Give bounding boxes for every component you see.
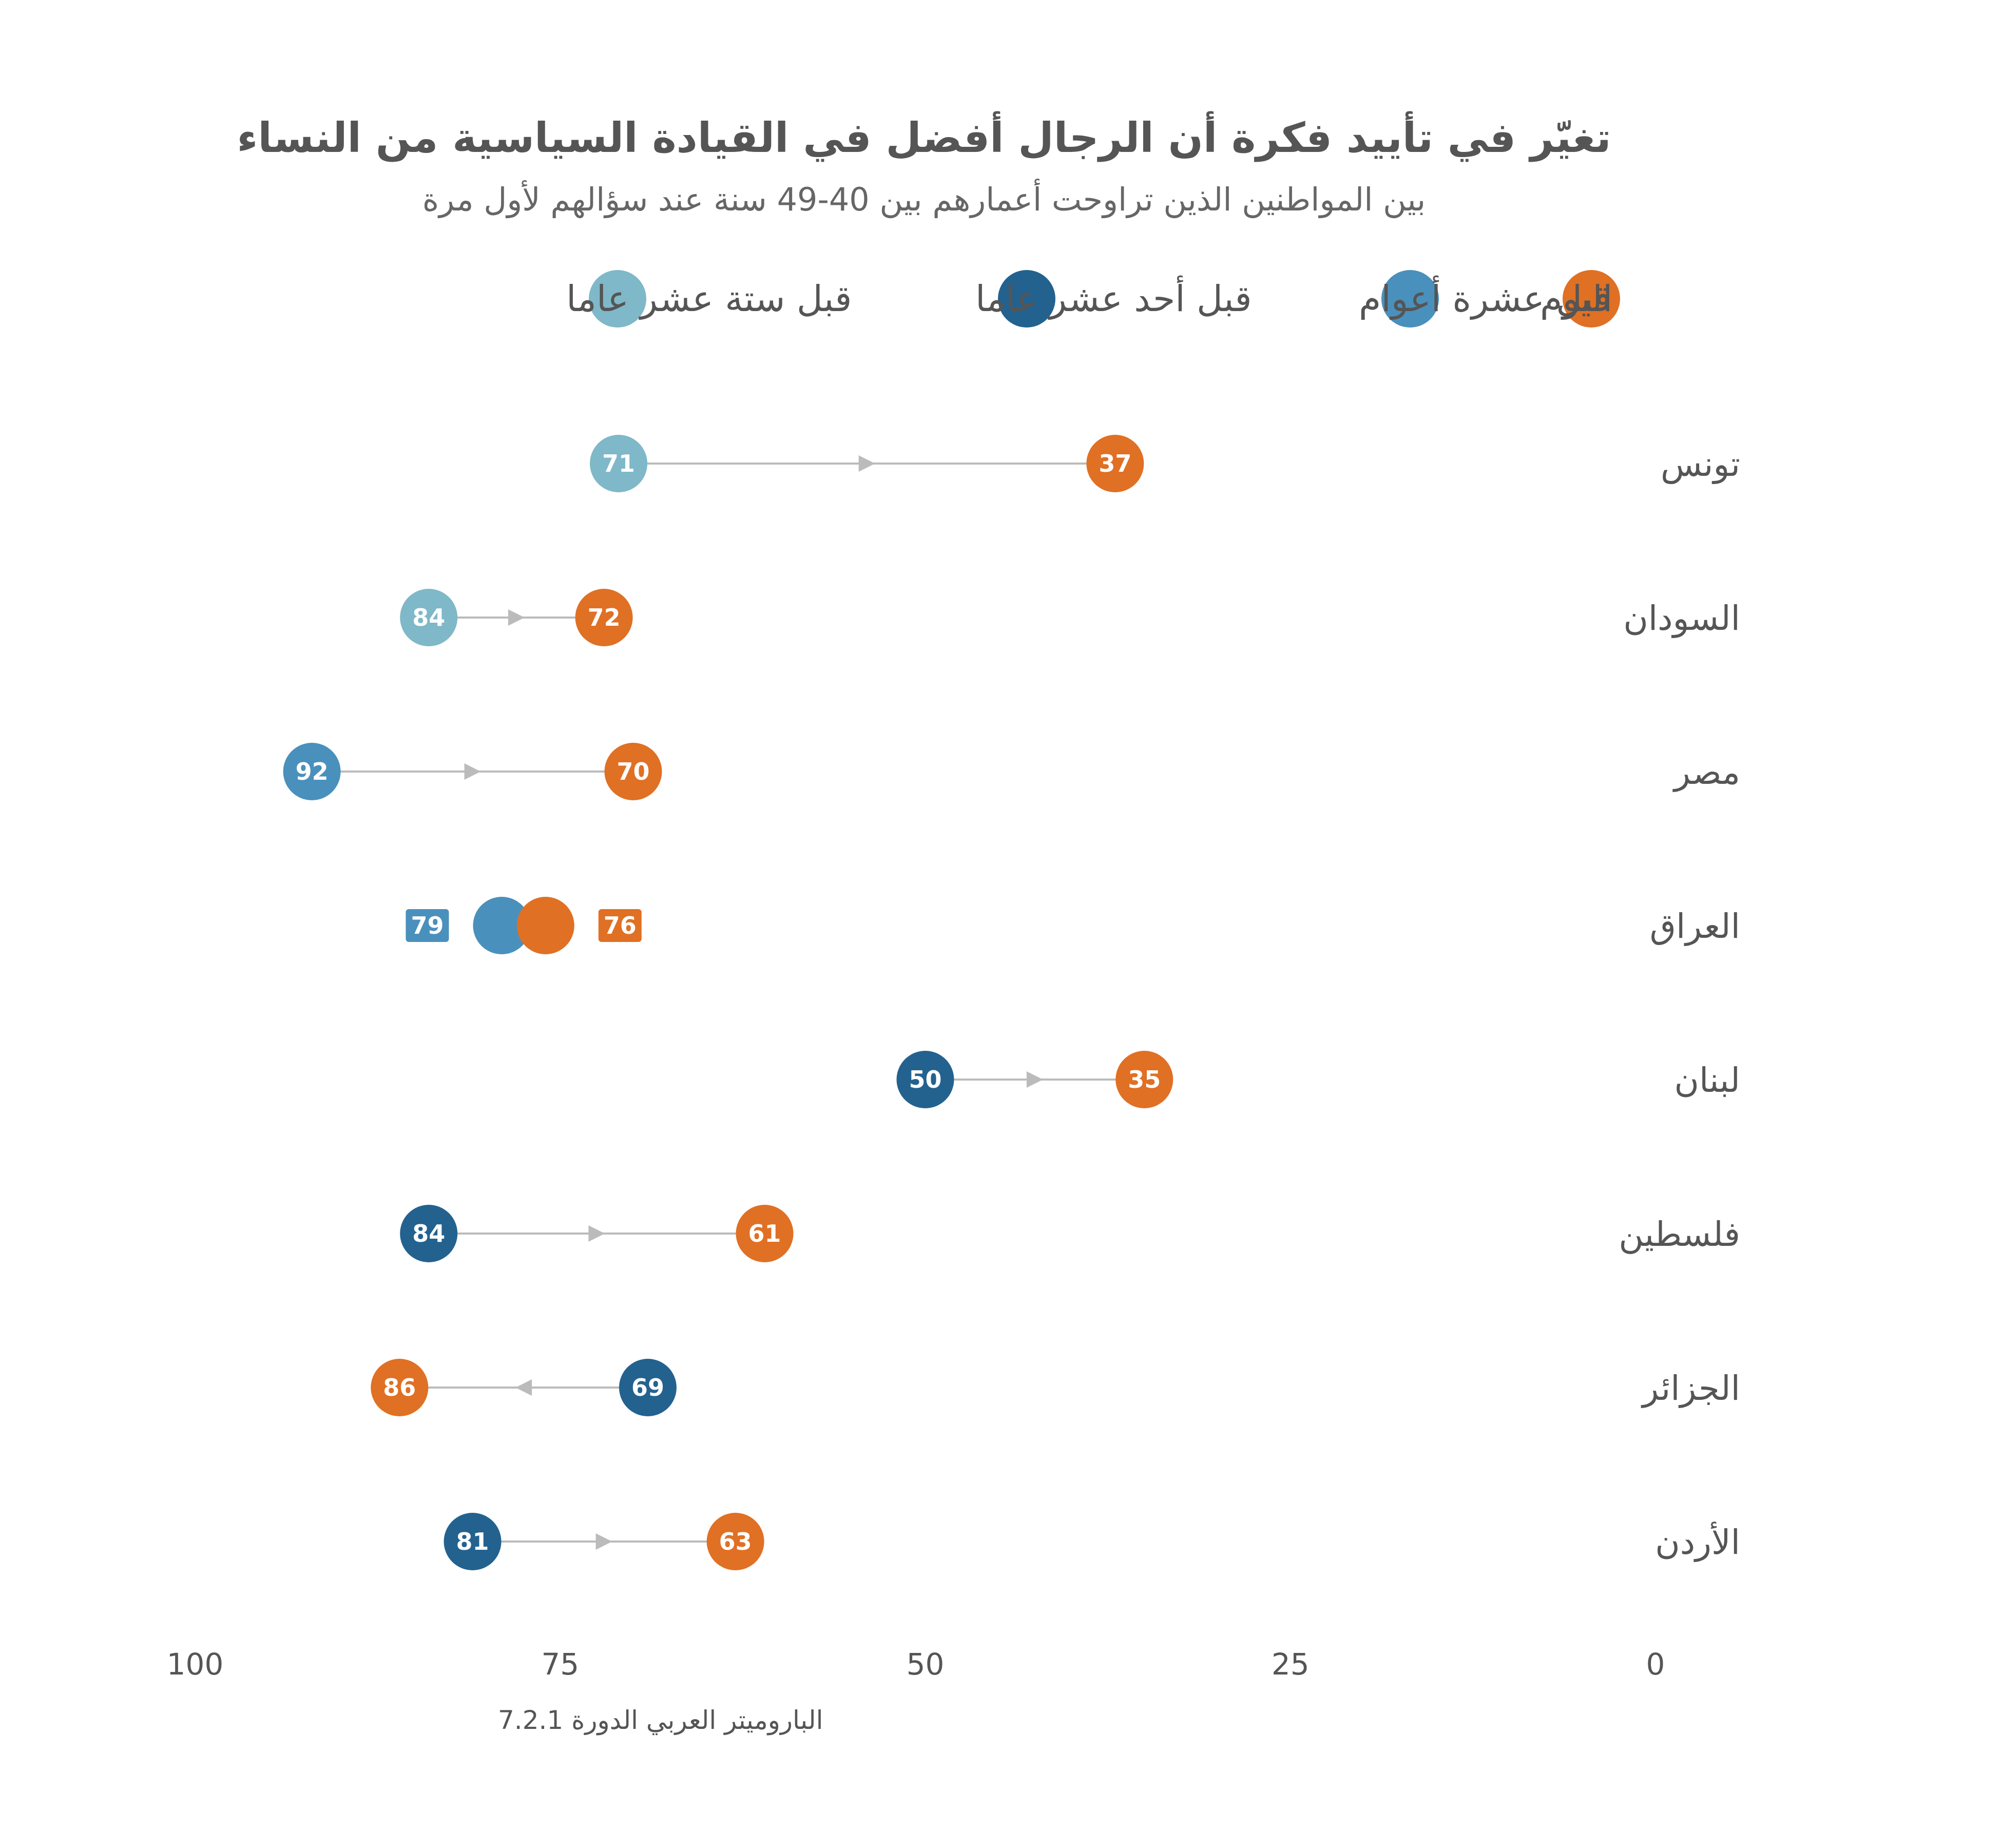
legend-swatch xyxy=(1381,270,1439,328)
end-value-label: 61 xyxy=(748,1220,781,1247)
direction-arrow xyxy=(464,763,481,780)
end-dot xyxy=(516,897,574,954)
legend-item-y16: قبل ستة عشر عاما xyxy=(566,270,852,328)
direction-arrow xyxy=(515,1379,532,1396)
start-dot xyxy=(619,1359,677,1416)
end-dot xyxy=(604,743,662,800)
legend-label: اليوم xyxy=(1540,278,1612,320)
direction-arrow xyxy=(588,1225,605,1242)
end-value-label: 70 xyxy=(617,758,649,785)
start-dot xyxy=(896,1051,954,1108)
legend-swatch xyxy=(589,270,646,328)
x-tick-label: 25 xyxy=(1272,1647,1310,1682)
source-note: الباروميتر العربي الدورة 7.2.1 xyxy=(498,1705,823,1736)
end-value-label: 37 xyxy=(1099,450,1131,477)
start-value-label: 69 xyxy=(631,1374,664,1401)
start-value-label: 81 xyxy=(456,1528,489,1555)
start-dot xyxy=(444,1513,502,1570)
direction-arrow xyxy=(595,1533,612,1550)
country-label: العراق xyxy=(1650,907,1740,946)
start-dot xyxy=(400,1205,458,1262)
x-tick-label: 75 xyxy=(541,1647,579,1682)
start-dot xyxy=(283,743,341,800)
plot-area: تونس 71 37 السودان 84 72 مصر 92 70 العراق 79 76 لبنا… xyxy=(283,435,1740,1570)
country-label: الجزائر xyxy=(1641,1369,1740,1408)
end-dot xyxy=(1086,435,1144,492)
x-tick-label: 50 xyxy=(907,1647,945,1682)
end-value-label: 35 xyxy=(1128,1066,1161,1093)
end-dot xyxy=(1115,1051,1173,1108)
direction-arrow xyxy=(858,455,875,472)
legend-swatch xyxy=(1563,270,1620,328)
x-tick-label: 0 xyxy=(1646,1647,1665,1682)
end-dot xyxy=(575,589,633,646)
row-3: مصر 92 70 xyxy=(283,743,1740,800)
legend-swatch xyxy=(998,270,1055,328)
legend-item-y10: قبل عشرة أعوام xyxy=(1359,270,1611,328)
direction-arrow xyxy=(508,609,525,626)
legend-item-y11: قبل أحد عشر عاما xyxy=(975,270,1252,328)
end-value-label: 72 xyxy=(588,604,621,631)
end-value-label: 86 xyxy=(383,1374,416,1401)
legend-item-today: اليوم xyxy=(1540,270,1620,328)
start-value-label: 84 xyxy=(412,604,445,631)
row-4: العراق 79 76 xyxy=(406,897,1740,954)
chart-subtitle: بين المواطنين الذين تراوحت أعمارهم بين 4… xyxy=(422,179,1426,219)
row-8: الأردن 81 63 xyxy=(444,1513,1740,1570)
start-value-label: 84 xyxy=(412,1220,445,1247)
country-label: لبنان xyxy=(1674,1061,1740,1100)
legend-label: قبل أحد عشر عاما xyxy=(975,275,1252,320)
country-label: مصر xyxy=(1672,753,1740,792)
start-value-label: 79 xyxy=(411,912,444,939)
end-value-label: 76 xyxy=(604,912,637,939)
country-label: تونس xyxy=(1661,445,1740,484)
end-dot xyxy=(371,1359,429,1416)
start-value-label: 92 xyxy=(296,758,329,785)
x-axis: 100 75 50 25 0 xyxy=(167,1647,1665,1682)
x-tick-label: 100 xyxy=(167,1647,224,1682)
direction-arrow xyxy=(1026,1071,1043,1088)
row-7: الجزائر 69 86 xyxy=(371,1359,1740,1416)
start-value-box xyxy=(406,909,449,942)
row-1: تونس 71 37 xyxy=(590,435,1740,492)
end-value-label: 63 xyxy=(719,1528,752,1555)
legend-label: قبل ستة عشر عاما xyxy=(566,278,852,320)
row-2: السودان 84 72 xyxy=(400,589,1740,646)
end-dot xyxy=(736,1205,794,1262)
end-dot xyxy=(706,1513,764,1570)
start-dot xyxy=(590,435,648,492)
start-dot xyxy=(400,589,458,646)
country-label: السودان xyxy=(1623,599,1740,638)
row-6: فلسطين 84 61 xyxy=(400,1205,1740,1262)
end-value-box xyxy=(598,909,642,942)
row-5: لبنان 50 35 xyxy=(896,1051,1740,1108)
start-value-label: 71 xyxy=(602,450,635,477)
start-value-label: 50 xyxy=(909,1066,941,1093)
start-dot xyxy=(473,897,531,954)
country-label: فلسطين xyxy=(1619,1215,1740,1254)
country-label: الأردن xyxy=(1655,1521,1740,1562)
legend-label: قبل عشرة أعوام xyxy=(1359,275,1611,320)
chart-title: تغيّر في تأييد فكرة أن الرجال أفضل في ال… xyxy=(237,111,1611,162)
